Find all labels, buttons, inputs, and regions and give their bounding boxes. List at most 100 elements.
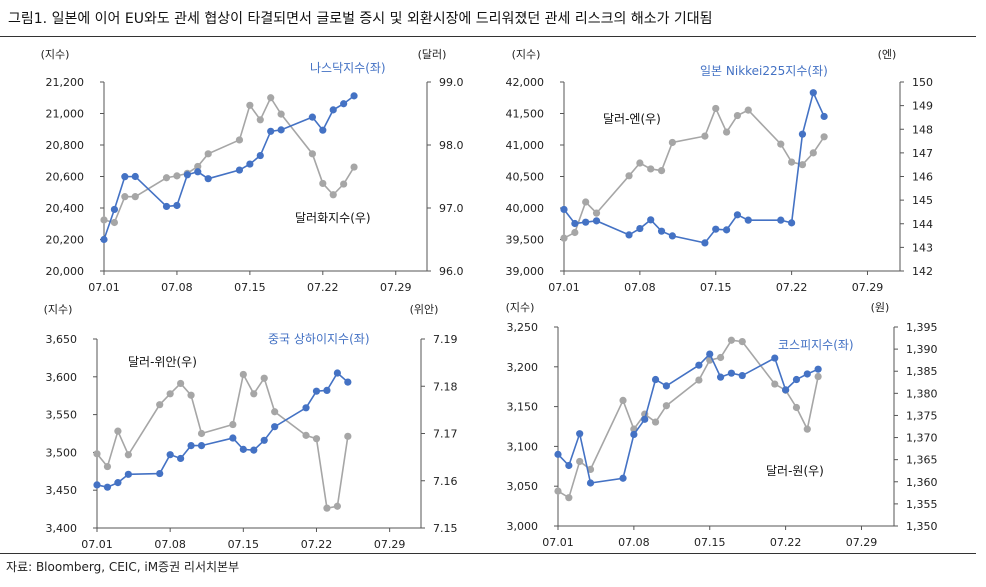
data-point [576,430,584,438]
data-point [738,371,746,380]
data-point [701,239,709,247]
left-tick-label: 3,100 [507,440,539,453]
data-point [121,193,129,201]
data-point [271,423,279,431]
x-tick-label: 07.22 [776,281,808,294]
x-tick-label: 07.15 [228,538,260,551]
right-tick-label: 1,350 [906,520,938,533]
data-point [792,375,801,384]
data-point [636,224,644,233]
left-tick-label: 20,000 [46,265,85,278]
right-tick-label: 1,385 [906,365,938,378]
data-point [777,216,785,224]
data-point [712,225,720,233]
left-tick-label: 41,000 [506,139,545,152]
left-unit-label: (지수) [41,48,70,61]
x-tick-label: 07.01 [548,281,580,294]
left-tick-label: 21,000 [46,108,85,121]
right-tick-label: 149 [912,100,933,113]
right-tick-label: 7.16 [433,475,458,488]
data-point [814,372,822,381]
data-point [260,436,268,444]
data-point [820,112,828,121]
right-tick-label: 1,355 [906,498,938,511]
left-tick-label: 3,200 [507,361,539,374]
right-tick-label: 144 [912,218,933,231]
x-tick-label: 07.15 [700,281,732,294]
series-label: 달러-원(우) [766,464,824,478]
data-point [814,365,822,373]
left-tick-label: 21,200 [46,76,85,89]
data-point [722,128,731,136]
data-point [114,479,122,487]
left-tick-label: 3,600 [46,371,78,384]
data-point [809,149,817,157]
right-tick-label: 1,360 [906,476,938,489]
left-tick-label: 3,000 [507,520,539,533]
right-tick-label: 147 [912,147,933,160]
data-point [323,386,331,395]
data-point [156,401,164,409]
data-point [788,158,796,166]
data-point [792,403,801,412]
left-tick-label: 20,400 [46,202,85,215]
left-tick-label: 40,500 [506,171,545,184]
x-tick-label: 07.29 [380,281,412,294]
series-line-fx [563,106,825,239]
data-point [194,162,202,171]
data-point [727,336,736,344]
right-tick-label: 98.0 [439,139,464,152]
data-point [323,504,331,512]
data-point [166,451,174,459]
right-tick-label: 7.15 [433,522,458,535]
data-point [782,386,790,394]
data-point [114,427,122,435]
data-point [712,104,720,113]
data-point [350,92,358,100]
x-tick-label: 07.15 [234,281,266,294]
data-point [110,218,119,227]
data-point [554,487,562,495]
data-point [333,369,341,377]
data-point [229,420,237,429]
data-point [592,209,601,217]
x-tick-label: 07.08 [161,281,193,294]
data-point [651,375,660,384]
data-point [722,226,731,234]
x-tick-label: 07.22 [770,536,802,549]
data-point [706,350,714,358]
left-unit-label: (지수) [506,301,535,314]
data-point [344,432,352,440]
data-point [340,100,348,108]
data-point [277,110,285,118]
data-point [619,474,627,482]
data-point [733,111,742,120]
data-point [235,166,244,174]
right-tick-label: 1,390 [906,343,938,356]
data-point [565,461,573,470]
left-tick-label: 3,550 [46,409,78,422]
data-point [256,116,264,124]
right-tick-label: 1,375 [906,409,938,422]
data-point [124,470,132,478]
title-divider [0,36,976,37]
series-line-index [96,371,349,489]
data-point [308,150,316,158]
data-point [647,165,655,173]
data-point [267,94,275,102]
data-point [187,391,195,399]
right-tick-label: 1,380 [906,387,938,400]
x-tick-label: 07.08 [618,536,650,549]
data-point [246,160,254,168]
data-point [187,441,195,450]
data-point [239,370,247,379]
left-unit-label: (지수) [512,48,541,61]
left-tick-label: 3,650 [46,333,78,346]
right-unit-label: (위안) [410,303,439,316]
left-tick-label: 40,000 [506,202,545,215]
left-tick-label: 3,500 [46,446,78,459]
data-point [727,369,736,377]
data-point [177,454,185,463]
data-point [636,159,644,167]
data-point [333,502,341,510]
